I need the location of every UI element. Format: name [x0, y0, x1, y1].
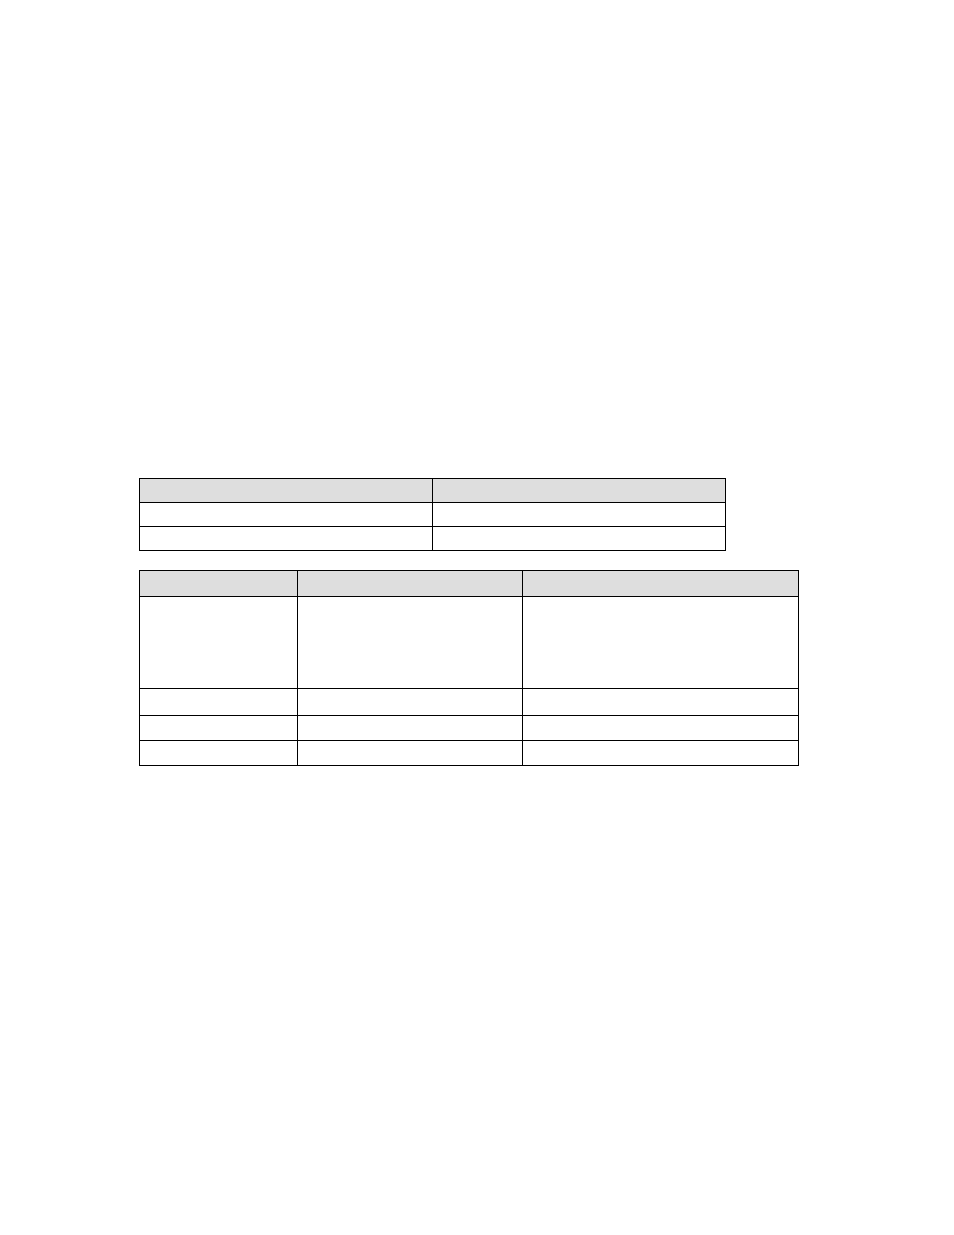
- table-row: [140, 741, 799, 766]
- table-cell: [523, 689, 799, 716]
- table-cell: [298, 689, 523, 716]
- table-cell: [140, 689, 298, 716]
- page: [0, 0, 954, 1235]
- table-row: [140, 597, 799, 689]
- table-cell: [140, 741, 298, 766]
- table-2-header-cell: [298, 571, 523, 597]
- table-row: [140, 527, 726, 551]
- table-cell: [140, 716, 298, 741]
- table-2-header-cell: [140, 571, 298, 597]
- table-2: [139, 570, 799, 766]
- table-cell: [140, 597, 298, 689]
- table-1-header-cell: [433, 479, 726, 503]
- table-2-header-row: [140, 571, 799, 597]
- table-row: [140, 689, 799, 716]
- table-cell: [140, 527, 433, 551]
- table-cell: [298, 716, 523, 741]
- table-cell: [298, 597, 523, 689]
- table-cell: [523, 597, 799, 689]
- table-cell: [140, 503, 433, 527]
- table-cell: [523, 741, 799, 766]
- table-2-header-cell: [523, 571, 799, 597]
- table-1-header-row: [140, 479, 726, 503]
- table-row: [140, 503, 726, 527]
- table-cell: [433, 503, 726, 527]
- table-row: [140, 716, 799, 741]
- table-1: [139, 478, 726, 551]
- table-cell: [523, 716, 799, 741]
- table-cell: [433, 527, 726, 551]
- table-1-header-cell: [140, 479, 433, 503]
- table-cell: [298, 741, 523, 766]
